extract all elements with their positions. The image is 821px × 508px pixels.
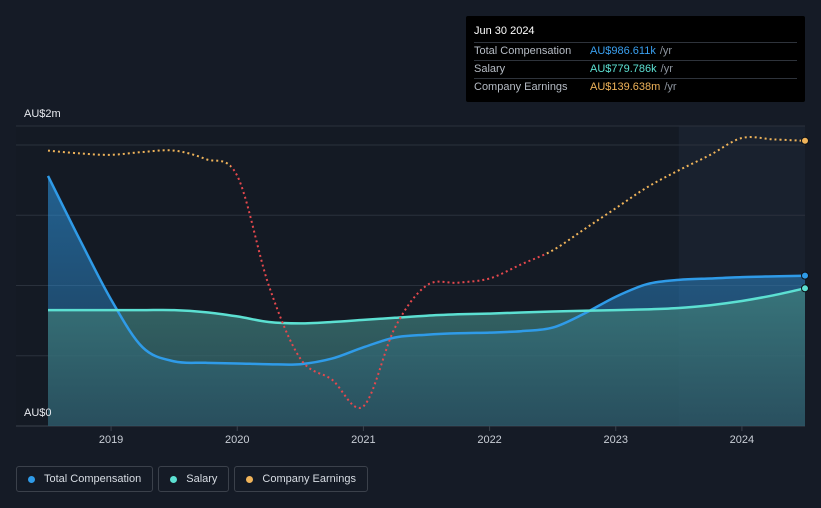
tooltip-date: Jun 30 2024 <box>474 22 797 43</box>
company-earnings-line <box>47 136 806 409</box>
tooltip-unit: /yr <box>664 81 677 93</box>
tooltip-label: Salary <box>474 63 506 75</box>
x-tick-label: 2019 <box>99 434 123 446</box>
legend-dot-icon <box>246 475 254 483</box>
legend-dot-icon <box>28 475 35 483</box>
tooltip-value: AU$779.786k <box>590 63 657 75</box>
legend-label: Total Compensation <box>44 473 142 485</box>
tooltip: Jun 30 2024 Total Compensation AU$986.61… <box>466 16 805 102</box>
tooltip-unit: /yr <box>660 63 673 75</box>
x-tick-label: 2022 <box>477 434 501 446</box>
x-tick-label: 2021 <box>351 434 375 446</box>
legend-label: Company Earnings <box>262 473 356 485</box>
tooltip-row-company-earnings: Company Earnings AU$139.638m /yr <box>474 79 797 96</box>
salary-line <box>48 287 806 325</box>
legend-label: Salary <box>186 473 218 485</box>
x-tick-label: 2020 <box>225 434 249 446</box>
tooltip-value: AU$986.611k <box>590 45 656 57</box>
company-earnings-end-dot <box>801 136 809 145</box>
total-compensation-line <box>46 175 806 366</box>
tooltip-row-total-compensation: Total Compensation AU$986.611k /yr <box>474 43 797 61</box>
x-tick-label: 2024 <box>730 434 754 446</box>
salary-area <box>48 288 805 426</box>
tooltip-label: Total Compensation <box>474 45 572 57</box>
tooltip-label: Company Earnings <box>474 81 568 93</box>
x-tick-label: 2023 <box>604 434 628 446</box>
legend-dot-icon <box>170 475 178 483</box>
legend-item-salary[interactable]: Salary <box>158 466 230 492</box>
tooltip-value: AU$139.638m <box>590 81 661 93</box>
y-axis-bottom-label: AU$0 <box>24 407 52 419</box>
legend-item-total-compensation[interactable]: Total Compensation <box>16 466 154 492</box>
tooltip-row-salary: Salary AU$779.786k /yr <box>474 61 797 79</box>
y-axis-top-label: AU$2m <box>24 108 61 120</box>
legend: Total Compensation Salary Company Earnin… <box>16 466 368 492</box>
legend-item-company-earnings[interactable]: Company Earnings <box>234 466 368 492</box>
salary-end-dot <box>801 284 809 293</box>
total-compensation-end-dot <box>801 271 809 280</box>
tooltip-unit: /yr <box>659 45 673 57</box>
